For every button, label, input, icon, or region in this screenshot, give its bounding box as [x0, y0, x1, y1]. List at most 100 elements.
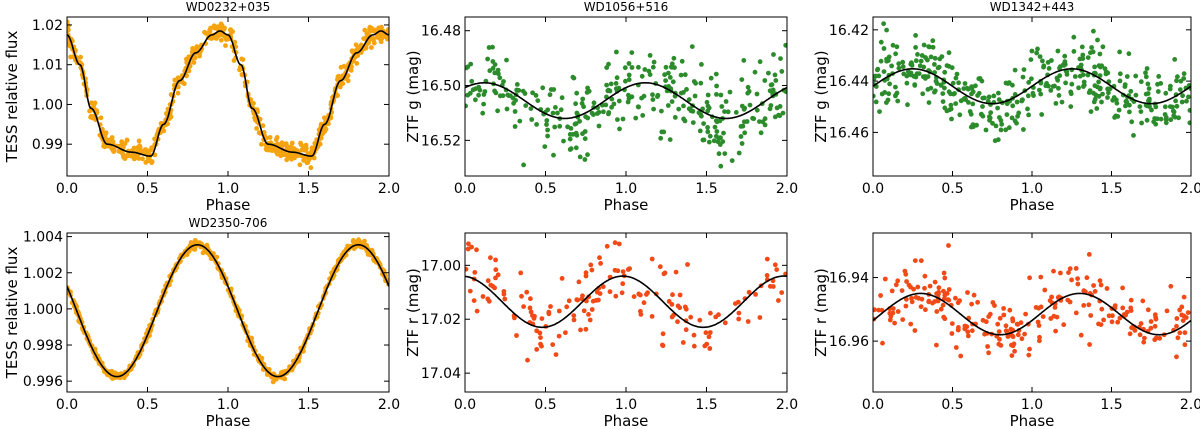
data-point [516, 88, 522, 93]
data-point [110, 376, 115, 381]
data-point [538, 341, 543, 347]
panel-3: 0.0 0.5 1.0 1.5 2.0 16.42 16.44 16.46 Phase ZTF g… [812, 0, 1200, 214]
data-point [946, 243, 951, 248]
data-point [940, 91, 946, 96]
data-point [1111, 95, 1117, 100]
data-point [488, 255, 493, 261]
data-point [635, 104, 641, 110]
data-point [1097, 278, 1103, 284]
data-point [990, 120, 995, 126]
data-point [975, 299, 980, 305]
data-point [297, 162, 303, 168]
data-point [571, 317, 577, 323]
data-point [1027, 346, 1032, 352]
data-point [1020, 74, 1026, 80]
data-point [1042, 287, 1048, 293]
data-point [466, 241, 471, 247]
data-point [1067, 266, 1073, 272]
data-point [616, 241, 622, 247]
data-point [705, 92, 711, 98]
y-tick-label: 16.46 [829, 125, 869, 141]
data-point [1094, 106, 1100, 111]
data-point [500, 93, 506, 99]
model-curve [465, 82, 787, 120]
data-point [542, 144, 548, 150]
data-point [631, 294, 637, 299]
data-point [769, 82, 775, 87]
data-point [1003, 323, 1009, 329]
data-point [970, 122, 976, 127]
data-point [716, 151, 722, 157]
data-point [311, 155, 317, 161]
data-point [1143, 74, 1149, 80]
data-point [684, 87, 689, 92]
data-point [1175, 335, 1181, 341]
data-point [1153, 314, 1158, 320]
data-point [642, 67, 648, 72]
data-point [1140, 298, 1146, 304]
data-point [666, 84, 671, 89]
data-point [962, 81, 968, 86]
data-point [893, 84, 898, 90]
data-point [604, 82, 609, 88]
data-point [1145, 81, 1151, 87]
data-point [873, 99, 879, 105]
data-point [1174, 316, 1180, 321]
data-point [1073, 266, 1079, 271]
data-point [881, 46, 887, 51]
data-point [996, 329, 1002, 334]
data-point [468, 61, 474, 67]
data-point [1138, 321, 1144, 326]
data-point [954, 71, 960, 77]
data-point [930, 38, 936, 44]
data-point [1153, 104, 1159, 110]
data-points [67, 19, 389, 171]
data-point [711, 138, 717, 144]
data-point [902, 268, 908, 274]
data-point [585, 152, 590, 158]
data-point [1177, 330, 1183, 336]
data-point [713, 71, 719, 77]
x-tick-label: 0.0 [454, 181, 476, 197]
x-tick-label: 1.0 [217, 181, 239, 197]
data-point [1037, 334, 1042, 340]
data-point [996, 90, 1001, 96]
data-point [577, 154, 583, 160]
data-point [259, 141, 264, 147]
data-point [152, 136, 158, 142]
data-point [1179, 99, 1185, 105]
data-point [168, 114, 174, 120]
data-point [614, 75, 620, 81]
data-point [1037, 87, 1042, 93]
data-point [1099, 63, 1105, 69]
data-point [1172, 114, 1178, 120]
data-point [110, 139, 116, 145]
data-point [1043, 83, 1049, 89]
data-point [705, 125, 710, 130]
data-point [598, 261, 603, 266]
data-point [1029, 76, 1034, 82]
data-point [1126, 51, 1132, 57]
data-point [921, 42, 927, 48]
data-point [1110, 313, 1115, 319]
data-point [991, 93, 997, 99]
data-point [300, 144, 306, 150]
data-point [712, 124, 718, 130]
data-point [480, 110, 486, 116]
data-point [1010, 318, 1016, 324]
data-point [918, 58, 924, 64]
data-point [535, 98, 541, 103]
data-point [1174, 323, 1179, 329]
data-point [770, 284, 776, 289]
data-point [747, 102, 753, 108]
data-point [890, 42, 896, 48]
data-point [195, 44, 201, 50]
data-point [1069, 277, 1074, 283]
data-point [1004, 329, 1010, 334]
data-point [762, 122, 768, 128]
data-points [873, 21, 1191, 144]
y-tick-label: 16.42 [829, 23, 869, 39]
data-point [1129, 119, 1135, 125]
data-point [558, 107, 564, 113]
data-points [67, 237, 389, 385]
